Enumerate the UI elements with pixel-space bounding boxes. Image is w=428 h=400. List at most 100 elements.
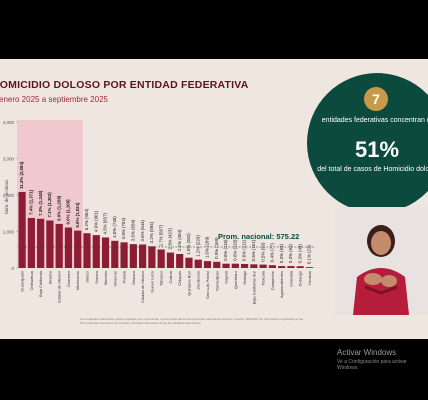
bar-value-label: 0.3% (53) (279, 243, 284, 263)
category-label: Quintana Roo (186, 270, 191, 295)
bar (74, 230, 82, 268)
bar-value-label: 5.2% (953) (84, 208, 89, 230)
bar-value-label: 7.3% (1,348) (38, 190, 43, 216)
chart-subtitle: enero 2025 a septiembre 2025 (0, 95, 108, 104)
bar (18, 191, 26, 268)
category-label: Querétaro (233, 270, 238, 289)
bar (46, 220, 54, 268)
bar-value-label: 0.6% (111) (242, 240, 247, 261)
bar (120, 242, 128, 268)
bar-value-label: 7.4% (1,371) (29, 189, 34, 215)
bar (101, 237, 110, 268)
bar-value-label: 0.3% (53) (288, 243, 293, 263)
bar (176, 253, 184, 268)
category-label: Aguascalientes (279, 271, 284, 298)
badge-percent: 51% (354, 137, 400, 162)
category-label: Campeche (270, 270, 275, 290)
footnote: Los entidades federativas indican aquell… (80, 317, 304, 325)
category-label: Colima (168, 270, 173, 283)
bar (129, 244, 137, 268)
bar-value-label: 4.5% (837) (103, 212, 108, 234)
bar (83, 233, 91, 268)
category-label: San Luis Potosí (205, 270, 210, 299)
bar-value-label: 0.5% (93) (260, 242, 265, 262)
bar (231, 263, 239, 268)
bar (64, 227, 73, 268)
badge-text-top: entidades federativas concentran el (321, 117, 428, 124)
bar-value-label: 2.1% (384) (177, 229, 182, 251)
y-tick-label: 0 (11, 266, 14, 271)
category-label: Nuevo León (149, 271, 154, 293)
bar (185, 257, 193, 268)
y-axis-label: Núm. de víctimas (4, 179, 9, 215)
summary-badge: 7 entidades federativas concentran el 51… (307, 73, 428, 213)
bar (194, 259, 202, 268)
bar (203, 261, 212, 268)
bar (148, 246, 156, 268)
bar (287, 266, 295, 268)
category-label: Tlaxcala (261, 270, 266, 286)
category-label: Tamaulipas (214, 271, 219, 291)
presentation-slide: HOMICIDIO DOLOSO POR ENTIDAD FEDERATIVA … (0, 59, 428, 339)
category-label: Tabasco (159, 270, 164, 286)
bar (27, 217, 35, 268)
bar-value-label: 2.3% (423) (168, 228, 173, 250)
bar (250, 264, 258, 268)
bar (157, 249, 165, 268)
category-label: Zacatecas (196, 271, 201, 289)
bar (305, 267, 314, 268)
category-label: Sinaloa (47, 270, 52, 284)
category-label: Sonora (94, 270, 99, 284)
bar-value-label: 4.0% (745) (112, 216, 117, 238)
category-label: Nayarit (224, 270, 229, 284)
bar-value-label: 6.0% (1,109) (66, 199, 71, 225)
bar-value-label: 3.8% (703) (121, 217, 126, 239)
bar-value-label: 3.2% (594) (149, 221, 154, 243)
bar-value-label: 4.9% (901) (93, 210, 98, 232)
bar (37, 218, 45, 268)
bar-value-label: 7.1% (1,302) (47, 192, 52, 218)
category-label: Morelos (103, 271, 108, 285)
bar-value-label: 3.5% (644) (140, 219, 145, 241)
category-label: Baja California Sur (251, 270, 256, 304)
category-label: Hidalgo (242, 270, 247, 284)
bar (222, 263, 230, 268)
category-label: Durango (298, 270, 303, 286)
bar-value-label: 5.6% (1,024) (75, 202, 80, 228)
bar-value-label: 2.7% (507) (158, 224, 163, 246)
windows-activation-title: Activar Windows (337, 348, 397, 357)
category-label: Michoacán (75, 271, 80, 290)
interpreter-figure (353, 225, 409, 315)
y-tick-label: 3,000 (3, 157, 15, 162)
bar-value-label: 11.3% (2,084) (19, 161, 24, 189)
bar-value-label: 1.2% (229) (195, 235, 200, 257)
bar (92, 235, 100, 268)
category-label: Coahuila (288, 270, 293, 287)
chart-title: HOMICIDIO DOLOSO POR ENTIDAD FEDERATIVA (0, 79, 249, 91)
y-tick-label: 2,000 (3, 193, 15, 198)
bar (55, 223, 63, 268)
badge-number: 7 (364, 87, 388, 111)
category-label: Veracruz (112, 271, 117, 287)
category-label: Chihuahua (29, 270, 34, 290)
national-average-label: Prom. nacional: 575.22 (218, 232, 299, 241)
bar (240, 263, 249, 268)
bar (111, 240, 119, 268)
bar (268, 265, 276, 268)
bar-value-label: 0.1% (23) (307, 245, 312, 265)
bar-chart: 0 1,000 2,000 3,000 4,000 Núm. de víctimas 11.… (3, 120, 315, 304)
category-label: Jalisco (84, 270, 89, 283)
category-label: Ciudad de México (140, 270, 145, 303)
category-label: Estado de México (57, 270, 62, 303)
bar (296, 266, 304, 268)
category-label: Guanajuato (20, 270, 25, 291)
bar (213, 261, 221, 268)
category-label: Puebla (122, 270, 127, 283)
bar-value-label: 3.5% (654) (130, 219, 135, 241)
category-label: Yucatán (307, 271, 312, 285)
category-label: Guerrero (66, 270, 71, 287)
bar-value-label: 0.5% (101) (251, 239, 256, 261)
bar-value-label: 0.6% (118) (223, 239, 228, 261)
category-label: Baja California (38, 270, 43, 297)
bar-value-label: 1.5% (282) (186, 233, 191, 255)
